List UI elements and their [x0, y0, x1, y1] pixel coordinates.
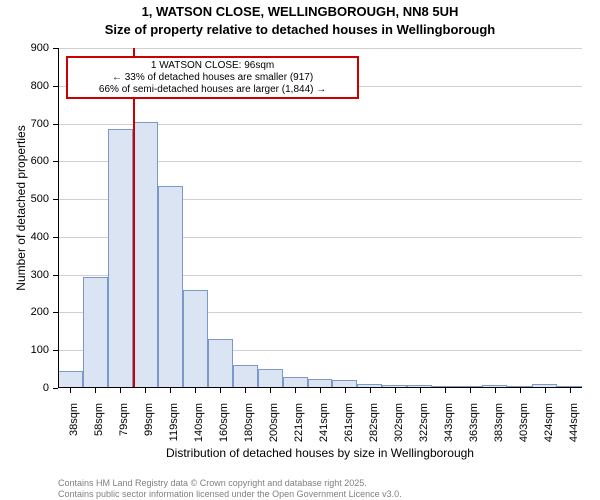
- x-tick-mark: [295, 388, 296, 393]
- y-tick-mark: [53, 86, 58, 87]
- footer-line1: Contains HM Land Registry data © Crown c…: [58, 478, 402, 489]
- y-tick-label: 100: [0, 344, 49, 356]
- histogram-bar: [83, 277, 108, 388]
- annotation-line1: 1 WATSON CLOSE: 96sqm: [72, 60, 353, 72]
- y-tick-mark: [53, 312, 58, 313]
- y-tick-mark: [53, 199, 58, 200]
- x-tick-mark: [470, 388, 471, 393]
- x-tick-mark: [145, 388, 146, 393]
- x-tick-mark: [495, 388, 496, 393]
- x-tick-mark: [395, 388, 396, 393]
- y-tick-label: 400: [0, 231, 49, 243]
- x-tick-mark: [545, 388, 546, 393]
- x-tick-mark: [270, 388, 271, 393]
- highlight-marker-line: [133, 48, 135, 388]
- y-tick-label: 0: [0, 382, 49, 394]
- y-tick-mark: [53, 237, 58, 238]
- x-tick-mark: [370, 388, 371, 393]
- x-tick-mark: [245, 388, 246, 393]
- x-tick-mark: [345, 388, 346, 393]
- y-tick-mark: [53, 350, 58, 351]
- y-tick-mark: [53, 388, 58, 389]
- x-tick-mark: [520, 388, 521, 393]
- x-tick-mark: [95, 388, 96, 393]
- y-axis-line: [58, 48, 59, 388]
- histogram-bar: [108, 129, 133, 388]
- y-tick-label: 300: [0, 269, 49, 281]
- annotation-line3: 66% of semi-detached houses are larger (…: [72, 84, 353, 96]
- plot-area: 1 WATSON CLOSE: 96sqm ← 33% of detached …: [58, 48, 582, 388]
- y-tick-label: 600: [0, 155, 49, 167]
- footer-line2: Contains public sector information licen…: [58, 489, 402, 500]
- histogram-bar: [133, 122, 158, 388]
- y-tick-mark: [53, 161, 58, 162]
- x-tick-mark: [420, 388, 421, 393]
- x-tick-mark: [220, 388, 221, 393]
- chart-title-line2: Size of property relative to detached ho…: [0, 22, 600, 37]
- histogram-bar: [58, 371, 83, 388]
- x-tick-mark: [195, 388, 196, 393]
- annotation-box: 1 WATSON CLOSE: 96sqm ← 33% of detached …: [66, 56, 359, 99]
- histogram-bar: [158, 186, 183, 388]
- gridline: [58, 48, 582, 49]
- annotation-line2: ← 33% of detached houses are smaller (91…: [72, 72, 353, 84]
- y-tick-label: 900: [0, 42, 49, 54]
- y-tick-label: 800: [0, 80, 49, 92]
- x-tick-mark: [120, 388, 121, 393]
- y-axis-label: Number of detached properties: [14, 98, 28, 318]
- x-tick-mark: [570, 388, 571, 393]
- y-tick-label: 700: [0, 118, 49, 130]
- y-tick-mark: [53, 48, 58, 49]
- x-tick-mark: [170, 388, 171, 393]
- y-tick-label: 500: [0, 193, 49, 205]
- x-tick-mark: [320, 388, 321, 393]
- y-tick-mark: [53, 124, 58, 125]
- attribution-footer: Contains HM Land Registry data © Crown c…: [58, 478, 402, 500]
- chart-container: 1, WATSON CLOSE, WELLINGBOROUGH, NN8 5UH…: [0, 0, 600, 500]
- chart-title-line1: 1, WATSON CLOSE, WELLINGBOROUGH, NN8 5UH: [0, 4, 600, 19]
- y-tick-mark: [53, 275, 58, 276]
- y-tick-label: 200: [0, 306, 49, 318]
- histogram-bar: [258, 369, 283, 388]
- x-tick-mark: [70, 388, 71, 393]
- x-axis-label: Distribution of detached houses by size …: [58, 446, 582, 460]
- x-tick-mark: [445, 388, 446, 393]
- histogram-bar: [183, 290, 208, 388]
- histogram-bar: [233, 365, 258, 388]
- histogram-bar: [208, 339, 233, 388]
